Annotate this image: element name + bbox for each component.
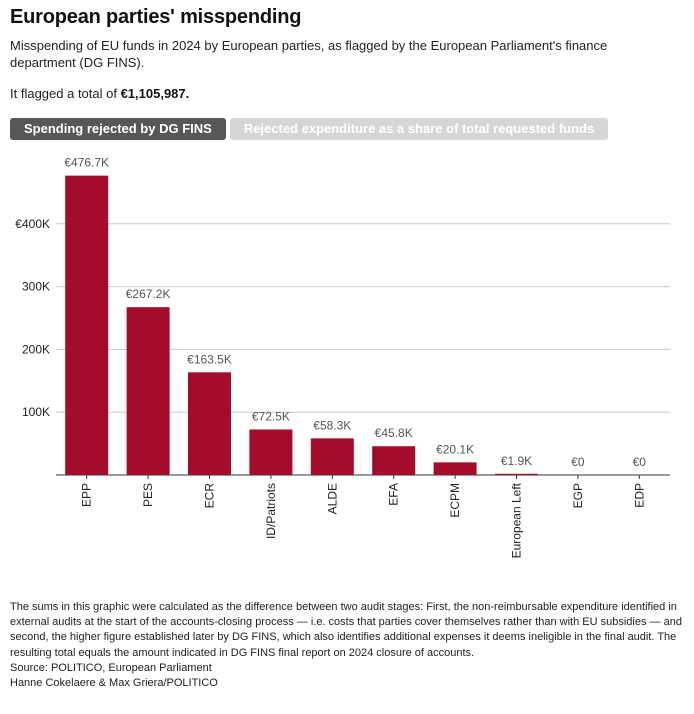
y-tick-label: €400K xyxy=(15,217,50,231)
y-tick-label: 100K xyxy=(22,405,50,419)
x-tick-label: European Left xyxy=(510,482,524,558)
view-tabs: Spending rejected by DG FINS Rejected ex… xyxy=(10,118,609,140)
data-label: €72.5K xyxy=(252,409,290,423)
bar xyxy=(495,473,538,475)
chart-subtitle: Misspending of EU funds in 2024 by Europ… xyxy=(10,38,608,70)
data-label: €1.9K xyxy=(501,454,532,468)
footer: The sums in this graphic were calculated… xyxy=(10,600,686,691)
data-label: €267.2K xyxy=(126,287,171,301)
x-tick-label: ID/Patriots xyxy=(264,483,278,539)
bar xyxy=(310,438,354,475)
x-tick-label: ALDE xyxy=(325,483,339,514)
x-tick-label: ECPM xyxy=(448,483,462,518)
data-label: €476.7K xyxy=(64,156,109,170)
data-label: €58.3K xyxy=(313,418,351,432)
total-value: €1,105,987. xyxy=(120,86,190,101)
total-line: It flagged a total of €1,105,987. xyxy=(10,86,189,101)
data-label: €0 xyxy=(633,455,647,469)
bar xyxy=(372,446,416,475)
bar xyxy=(433,462,477,475)
total-prefix: It flagged a total of xyxy=(10,86,121,101)
methodology-note: The sums in this graphic were calculated… xyxy=(10,601,682,659)
x-tick-label: EGP xyxy=(571,483,585,508)
chart-title: European parties' misspending xyxy=(10,6,302,28)
x-tick-label: EFA xyxy=(387,483,401,506)
x-tick-label: EPP xyxy=(80,483,94,507)
bar xyxy=(188,372,231,475)
bar-chart: 100K 200K 300K €400K €476.7K EPP €267.2K PES €16… xyxy=(15,156,670,558)
data-label: €0 xyxy=(571,455,585,469)
bar xyxy=(249,429,293,475)
y-tick-label: 200K xyxy=(22,342,50,356)
x-tick-label: ECR xyxy=(203,483,217,509)
data-label: €45.8K xyxy=(375,426,413,440)
tab-spending-rejected[interactable]: Spending rejected by DG FINS xyxy=(10,118,226,140)
source-line: Source: POLITICO, European Parliament xyxy=(10,661,212,674)
tab-rejected-share[interactable]: Rejected expenditure as a share of total… xyxy=(229,118,609,140)
bar xyxy=(126,307,170,475)
x-tick-label: EDP xyxy=(632,483,646,508)
y-tick-label: 300K xyxy=(22,280,50,294)
data-label: €163.5K xyxy=(187,352,232,366)
x-tick-label: PES xyxy=(141,483,155,507)
bar xyxy=(65,175,109,476)
data-label: €20.1K xyxy=(436,442,474,456)
credit-line: Hanne Cokelaere & Max Griera/POLITICO xyxy=(10,677,218,690)
